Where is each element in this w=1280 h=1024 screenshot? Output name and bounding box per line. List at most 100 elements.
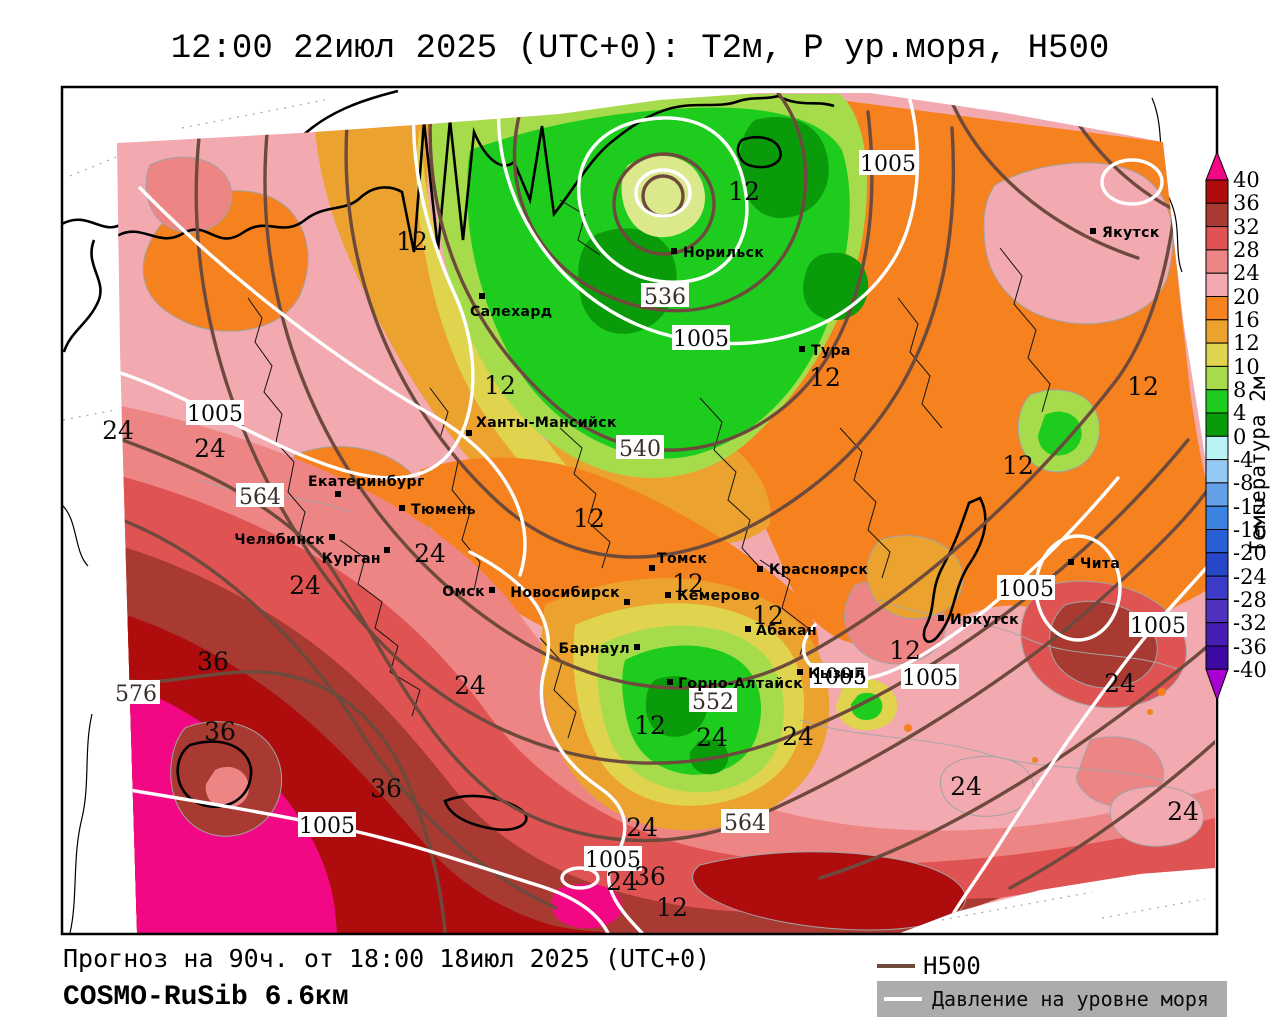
legend-pressure: Давление на уровне моря: [877, 981, 1227, 1017]
isobar-labels: 1005 1005 1005 1005 1005 1005 1005 1005 …: [186, 150, 1187, 873]
city-label-tyumen: Тюмень: [411, 502, 476, 518]
h500-label: 564: [239, 485, 281, 510]
forecast-info-line: Прогноз на 90ч. от 18:00 18июл 2025 (UTC…: [63, 944, 711, 973]
city-label-ekaterinburg: Екатеринбург: [308, 474, 425, 490]
temp-label-12: 12: [672, 569, 704, 598]
city-label-krasnoyarsk: Красноярск: [769, 562, 868, 578]
svg-text:40: 40: [1233, 168, 1260, 192]
temp-label-12: 12: [484, 371, 516, 400]
isobar-label: 1005: [902, 666, 958, 691]
svg-text:-8: -8: [1233, 471, 1253, 495]
h500-label: 552: [692, 690, 734, 715]
temp-label-24: 24: [950, 772, 982, 801]
svg-text:0: 0: [1233, 425, 1246, 449]
h500-label: 564: [724, 811, 766, 836]
city-markers: Норильск Салехард Якутск Тура Ханты-Манс…: [234, 225, 1160, 692]
h500-line-sample: [877, 964, 915, 968]
h500-label: 536: [644, 285, 686, 310]
svg-text:16: 16: [1233, 308, 1260, 332]
svg-text:32: 32: [1233, 215, 1260, 239]
isobar-label: 1005: [860, 152, 916, 177]
svg-text:-12: -12: [1233, 495, 1267, 519]
h500-label: 576: [115, 682, 157, 707]
h500-contours: [117, 93, 1215, 933]
isobar-label: 1005: [187, 402, 243, 427]
city-label-chita: Чита: [1080, 556, 1120, 572]
h500-contour-labels: 536 540 552 564 564 576: [112, 283, 769, 836]
city-label-kemerovo: Кемерово: [677, 588, 760, 604]
isobar-label: 1005: [673, 327, 729, 352]
temp-label-12: 12: [752, 601, 784, 630]
svg-text:8: 8: [1233, 378, 1246, 402]
svg-text:-28: -28: [1233, 588, 1267, 612]
temp-label-36: 36: [370, 774, 402, 803]
temp-label-24: 24: [102, 416, 134, 445]
svg-text:-32: -32: [1233, 611, 1267, 635]
temp-label-12: 12: [573, 504, 605, 533]
city-label-kurgan: Курган: [322, 551, 381, 567]
svg-text:4: 4: [1233, 401, 1246, 425]
model-name-line: COSMO-RuSib 6.6км: [63, 982, 349, 1013]
svg-text:24: 24: [1233, 261, 1260, 285]
temp-label-12: 12: [634, 711, 666, 740]
isobar-label: 1005: [585, 848, 641, 873]
svg-text:-20: -20: [1233, 541, 1267, 565]
temp-label-24: 24: [626, 813, 658, 842]
city-label-chelyabinsk: Челябинск: [234, 532, 325, 548]
coastline-arctic: [117, 94, 835, 253]
city-label-kyzyl: Кызыл: [808, 666, 865, 682]
temp-label-12: 12: [728, 177, 760, 206]
svg-text:-16: -16: [1233, 518, 1267, 542]
colorbar-tick-labels: 40 36 32 28 24 20 16 12 10 8 4 0 -4 -8 -…: [1233, 168, 1267, 682]
colorbar-under-arrow: [1205, 668, 1229, 702]
temp-label-36: 36: [634, 862, 666, 891]
svg-text:-24: -24: [1233, 565, 1267, 589]
coastline-lena-margin: [1151, 97, 1183, 273]
h500-label: 540: [619, 437, 661, 462]
city-label-omsk: Омск: [442, 584, 485, 600]
lake-southwest: [176, 740, 253, 809]
temp-label-24: 24: [1104, 669, 1136, 698]
h500-legend-label: H500: [923, 952, 981, 980]
city-label-norilsk: Норильск: [683, 245, 764, 261]
lake-south-center: [443, 794, 528, 832]
city-label-abakan: Абакан: [756, 623, 817, 639]
temp-label-12: 12: [1002, 451, 1034, 480]
temp-label-24: 24: [606, 867, 638, 896]
svg-text:-4: -4: [1233, 448, 1253, 472]
isobar-label: 1005: [811, 665, 867, 690]
legend-h500: H500: [877, 952, 981, 980]
city-label-salekhard: Салехард: [470, 304, 552, 320]
pressure-isobars: [117, 93, 1215, 933]
coastlines: [117, 94, 987, 832]
pressure-line-sample: [884, 997, 922, 1001]
svg-text:-40: -40: [1233, 658, 1267, 682]
temperature-colorbar: 40 36 32 28 24 20 16 12 10 8 4 0 -4 -8 -…: [1205, 150, 1270, 702]
pressure-legend-label: Давление на уровне моря: [932, 987, 1209, 1011]
city-label-yakutsk: Якутск: [1102, 225, 1160, 241]
temperature-field: [117, 93, 1215, 933]
temperature-labels: 12 12 12 12 12 12 12 12 12 12 12 12 24 2…: [102, 177, 1199, 922]
city-label-barnaul: Барнаул: [559, 641, 630, 657]
page-title: 12:00 22июл 2025 (UTC+0): Т2м, P ур.моря…: [170, 30, 1110, 68]
temp-label-36: 36: [204, 717, 236, 746]
temp-label-24: 24: [1167, 797, 1199, 826]
city-label-tomsk: Томск: [657, 551, 708, 567]
svg-text:20: 20: [1233, 285, 1260, 309]
colorbar-title: Температура 2м: [1246, 376, 1270, 553]
svg-text:28: 28: [1233, 238, 1260, 262]
temp-label-24: 24: [454, 671, 486, 700]
svg-text:-36: -36: [1233, 635, 1267, 659]
svg-text:36: 36: [1233, 191, 1260, 215]
city-label-tura: Тура: [811, 343, 851, 359]
city-label-novosibirsk: Новосибирск: [510, 585, 620, 601]
lake-taymyr: [736, 136, 782, 169]
temp-label-12: 12: [889, 636, 921, 665]
svg-text:10: 10: [1233, 355, 1260, 379]
temp-label-24: 24: [782, 722, 814, 751]
isobar-label: 1005: [299, 814, 355, 839]
coastline-novaya-zemlya: [297, 89, 399, 141]
temp-label-12: 12: [809, 363, 841, 392]
